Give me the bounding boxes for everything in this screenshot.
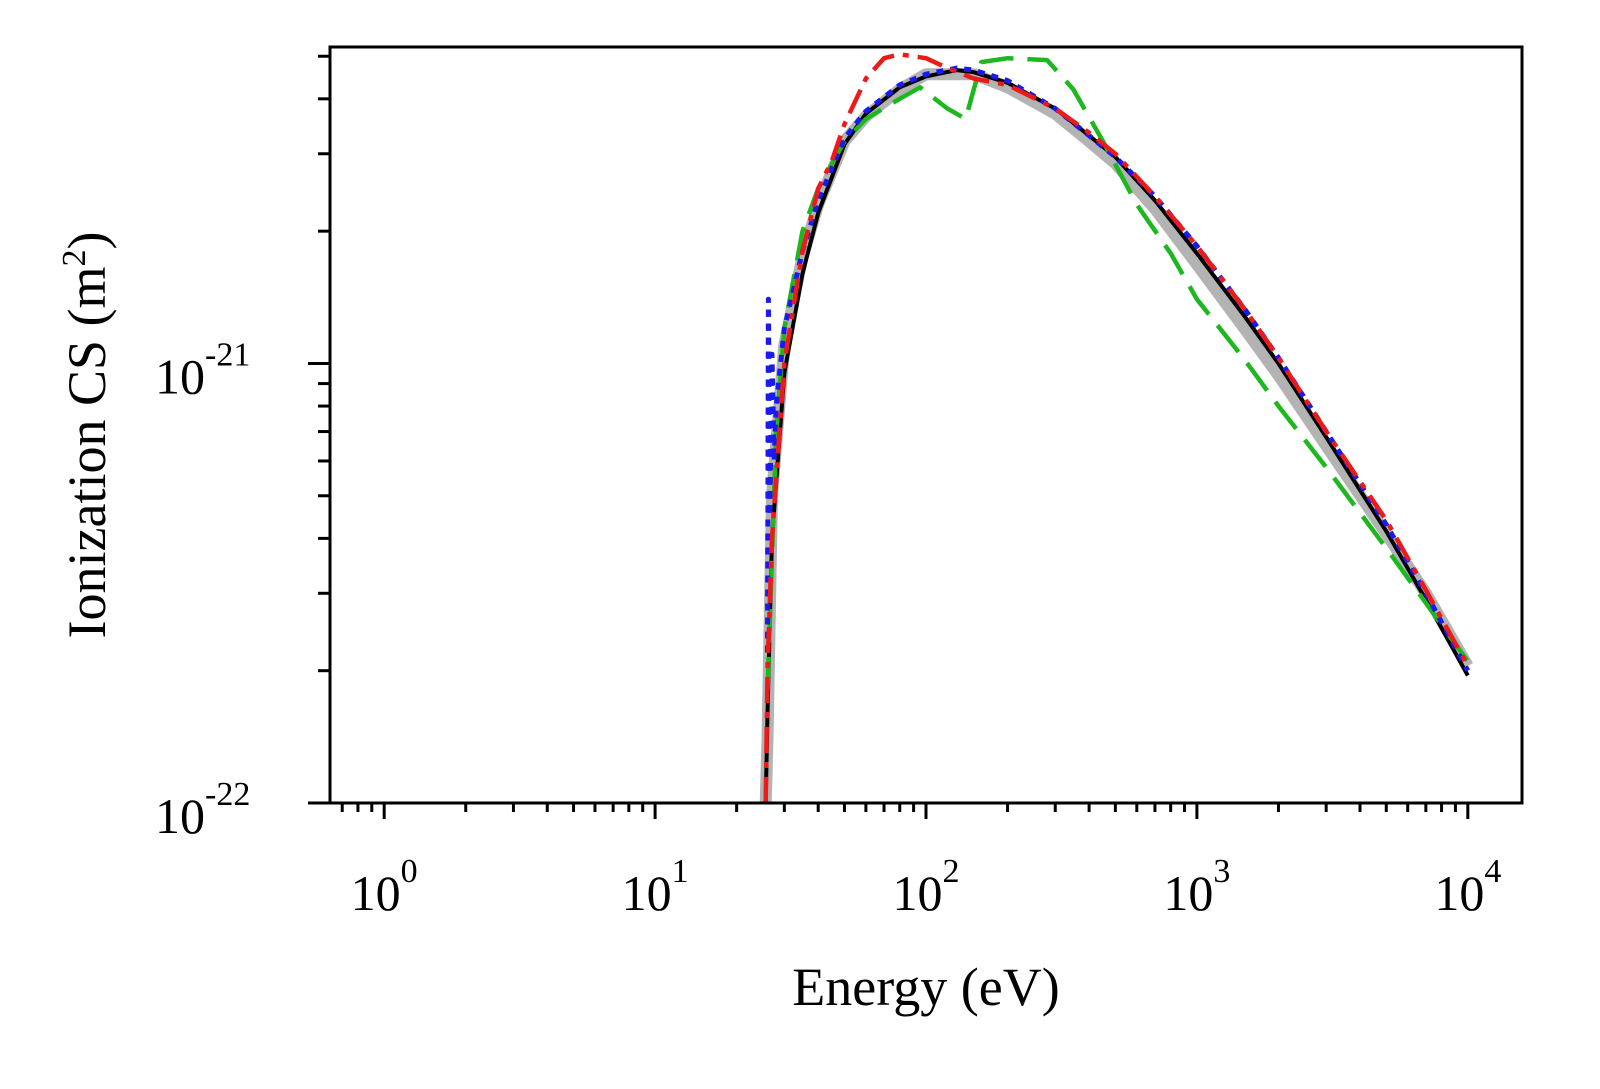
y-tick-label-exponent: -21 (205, 336, 250, 373)
y-axis-label-close: ) (57, 232, 117, 250)
x-tick-label-exponent: 1 (672, 853, 689, 890)
x-tick-label-base: 10 (1434, 865, 1484, 921)
y-tick-label: 10-21 (155, 336, 250, 404)
y-axis-label-text: Ionization CS (m (57, 267, 117, 639)
x-tick-label-base: 10 (351, 865, 401, 921)
x-tick-label: 100 (351, 853, 418, 921)
y-axis-label: Ionization CS (m2) (56, 232, 117, 639)
y-tick-label-exponent: -22 (205, 776, 250, 813)
x-tick-label: 104 (1434, 853, 1501, 921)
x-tick-label: 102 (893, 853, 960, 921)
series-line-black-solid (763, 68, 1470, 804)
x-tick-label-base: 10 (622, 865, 672, 921)
series-line-gray-solid (759, 68, 1473, 804)
y-tick-label-base: 10 (155, 348, 205, 404)
series-line-blue-dot (765, 65, 1470, 672)
plot-frame (328, 45, 1524, 805)
x-tick-label-exponent: 2 (943, 853, 960, 890)
x-tick-label-exponent: 0 (401, 853, 418, 890)
x-tick-label-exponent: 3 (1213, 853, 1230, 890)
x-tick-label-base: 10 (893, 865, 943, 921)
x-tick-label-base: 10 (1163, 865, 1213, 921)
x-tick-label: 101 (622, 853, 689, 921)
series-line-red-dashdot (763, 52, 1470, 804)
x-tick-label: 103 (1163, 853, 1230, 921)
x-axis-ticks: 100 101 102 103 104 (340, 803, 1501, 921)
y-tick-label: 10-22 (155, 776, 250, 844)
x-axis-label: Energy (eV) (792, 957, 1059, 1017)
x-tick-label-exponent: 4 (1484, 853, 1501, 890)
y-tick-label-base: 10 (155, 788, 205, 844)
series-layer (759, 52, 1473, 804)
y-axis-label-exponent: 2 (56, 250, 93, 267)
